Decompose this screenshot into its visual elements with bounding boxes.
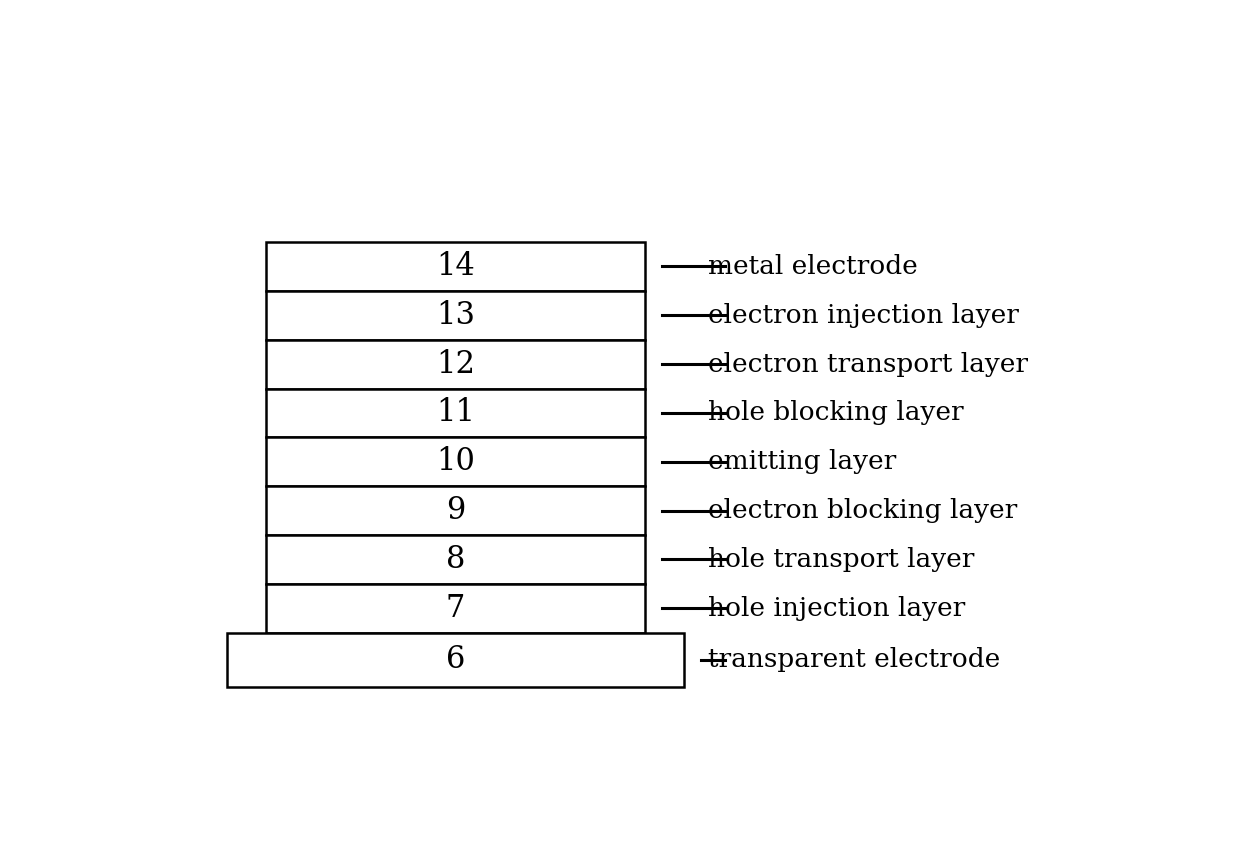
Bar [265, 437, 645, 486]
Bar [265, 486, 645, 535]
Text: 11: 11 [435, 398, 475, 428]
Text: 7: 7 [445, 593, 465, 624]
Bar [265, 584, 645, 632]
Bar [265, 242, 645, 291]
Text: electron transport layer: electron transport layer [708, 351, 1028, 377]
Bar [265, 339, 645, 388]
Text: metal electrode: metal electrode [708, 254, 918, 279]
Bar [265, 388, 645, 437]
Text: emitting layer: emitting layer [708, 449, 895, 474]
Text: 9: 9 [445, 495, 465, 526]
Text: 6: 6 [445, 644, 465, 675]
Text: transparent electrode: transparent electrode [708, 647, 999, 672]
Text: 14: 14 [436, 251, 475, 282]
Text: electron injection layer: electron injection layer [708, 303, 1018, 328]
Text: 10: 10 [436, 446, 475, 477]
Text: 12: 12 [435, 349, 475, 380]
Text: hole blocking layer: hole blocking layer [708, 400, 963, 425]
Text: hole transport layer: hole transport layer [708, 547, 973, 572]
Text: electron blocking layer: electron blocking layer [708, 498, 1017, 523]
Bar [265, 291, 645, 339]
Bar [227, 632, 683, 686]
Text: hole injection layer: hole injection layer [708, 596, 965, 620]
Text: 8: 8 [445, 544, 465, 575]
Text: 13: 13 [435, 300, 475, 331]
Bar [265, 535, 645, 584]
